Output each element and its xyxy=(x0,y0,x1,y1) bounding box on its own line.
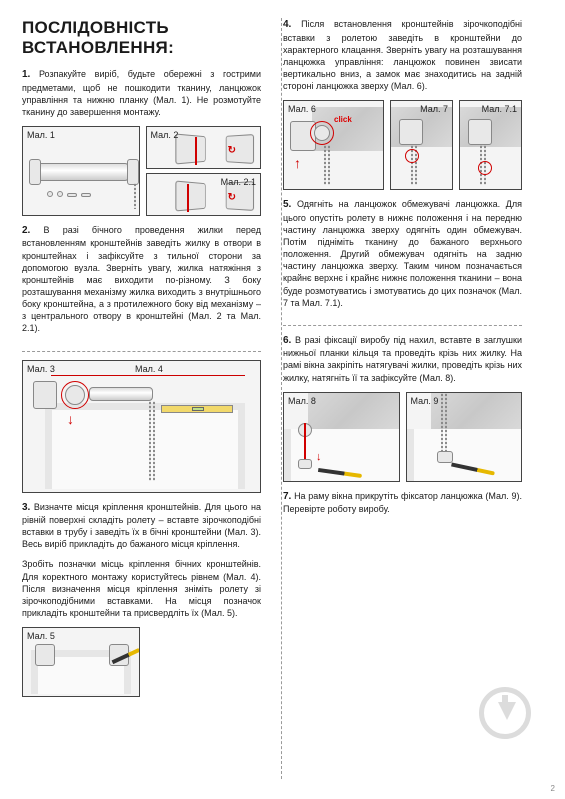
chain xyxy=(441,393,443,459)
column-divider xyxy=(281,18,282,779)
step-4-text: 4. Після встановлення кронштейнів зірочк… xyxy=(283,18,522,92)
figure-2: Мал. 2 ↻ xyxy=(146,126,262,169)
chain xyxy=(445,393,447,459)
step-3b-text: Зробіть позначки місць кріплення бічних … xyxy=(22,558,261,619)
level-bubble xyxy=(192,407,204,411)
red-thread xyxy=(187,184,189,212)
red-highlight-icon xyxy=(478,161,492,175)
watermark-download-icon xyxy=(479,687,531,739)
bracket-right xyxy=(127,159,139,185)
figure-2-1: Мал. 2.1 ↻ xyxy=(146,173,262,216)
chain xyxy=(328,145,330,185)
page-title: ПОСЛІДОВНІСТЬ ВСТАНОВЛЕННЯ: xyxy=(22,18,261,58)
roller-tube xyxy=(37,163,129,181)
tensioner xyxy=(298,459,312,469)
step-6-text: 6. В разі фіксації виробу під нахил, вст… xyxy=(283,334,522,384)
chain xyxy=(149,401,151,481)
red-arrow-icon: ↻ xyxy=(228,192,236,203)
fig-row-1: Мал. 1 Мал. 2 ↻ xyxy=(22,126,261,216)
step-3a-text: 3. Визначте місця кріплення кронштейнів.… xyxy=(22,501,261,551)
figure-6: Мал. 6 click ↑ xyxy=(283,100,384,190)
window-frame xyxy=(45,403,245,489)
step-5-text: 5. Одягніть на ланцюжок обмежувачі ланцю… xyxy=(283,198,522,309)
part xyxy=(81,193,91,197)
fig-label: Мал. 1 xyxy=(27,130,55,140)
section-divider xyxy=(283,325,522,326)
part xyxy=(47,191,53,197)
left-column: ПОСЛІДОВНІСТЬ ВСТАНОВЛЕННЯ: 1. Розпакуйт… xyxy=(22,18,272,799)
part xyxy=(67,193,77,197)
level-tool xyxy=(161,405,233,413)
figure-8: Мал. 8 ↓ xyxy=(283,392,400,482)
bracket xyxy=(33,381,57,409)
bracket-3d xyxy=(175,133,205,164)
step-7-text: 7. На раму вікна прикрутіть фіксатор лан… xyxy=(283,490,522,516)
figure-5: Мал. 5 xyxy=(22,627,140,697)
fig-label: Мал. 5 xyxy=(27,631,55,641)
fig-label: Мал. 8 xyxy=(288,396,316,406)
red-arrow-icon: ↓ xyxy=(316,451,322,463)
fig-label: Мал. 9 xyxy=(411,396,439,406)
frame-edge xyxy=(407,429,522,481)
section-divider xyxy=(22,351,261,352)
fig-label: Мал. 4 xyxy=(135,364,163,374)
bracket-3d xyxy=(175,180,205,211)
step-1-text: 1. Розпакуйте виріб, будьте обережні з г… xyxy=(22,68,261,118)
red-thread xyxy=(195,137,197,165)
chain xyxy=(134,183,136,209)
fig-label: Мал. 6 xyxy=(288,104,316,114)
fabric xyxy=(308,393,399,429)
page-number: 2 xyxy=(551,784,555,793)
fig-label: Мал. 7 xyxy=(420,104,448,114)
roller xyxy=(89,387,153,401)
bracket-left xyxy=(29,159,41,185)
red-arrow-icon: ↓ xyxy=(67,411,74,427)
fig-row-3: Мал. 5 xyxy=(22,627,261,697)
chain-fixator xyxy=(437,451,453,463)
figure-1: Мал. 1 xyxy=(22,126,140,216)
red-arrow-icon: ↻ xyxy=(228,145,236,156)
fig-label: Мал. 3 xyxy=(27,364,55,374)
part xyxy=(57,191,63,197)
fig-label: Мал. 7.1 xyxy=(482,104,517,114)
figure-7: Мал. 7 xyxy=(390,100,453,190)
fig-row-2: Мал. 3 Мал. 4 ↓ xyxy=(22,360,261,493)
red-arrow-icon: ↑ xyxy=(294,155,301,171)
chain xyxy=(153,401,155,481)
figure-3-4: Мал. 3 Мал. 4 ↓ xyxy=(22,360,261,493)
fig-row-r2: Мал. 8 ↓ Мал. 9 xyxy=(283,392,522,482)
bracket xyxy=(35,644,55,666)
figure-9: Мал. 9 xyxy=(406,392,523,482)
figure-7-1: Мал. 7.1 xyxy=(459,100,522,190)
right-column: 4. Після встановлення кронштейнів зірочк… xyxy=(272,18,522,799)
fig-label: Мал. 2.1 xyxy=(221,177,256,187)
fig-row-r1: Мал. 6 click ↑ Мал. 7 xyxy=(283,100,522,190)
fig-label: Мал. 2 xyxy=(151,130,179,140)
mechanism xyxy=(399,119,423,145)
chain xyxy=(324,145,326,185)
red-highlight-icon xyxy=(61,381,89,409)
dimension-line xyxy=(51,375,245,376)
step-2-text: 2. В разі бічного проведення жилки перед… xyxy=(22,224,261,335)
click-label: click xyxy=(334,115,352,124)
mechanism xyxy=(468,119,492,145)
